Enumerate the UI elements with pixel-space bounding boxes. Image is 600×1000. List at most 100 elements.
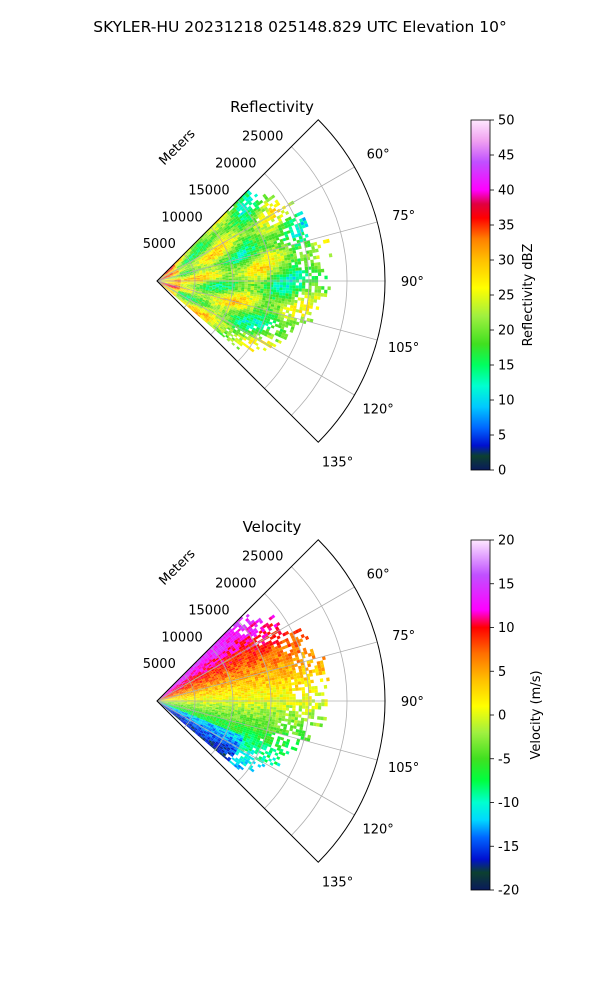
- reflectivity-data-cell: [177, 293, 180, 296]
- reflectivity-data-cell: [228, 212, 233, 217]
- velocity-data-cell: [197, 676, 201, 680]
- reflectivity-data-cell: [186, 275, 191, 277]
- velocity-data-cell: [319, 678, 324, 683]
- velocity-data-cell: [218, 679, 223, 682]
- velocity-data-cell: [212, 659, 217, 663]
- reflectivity-data-cell: [241, 198, 246, 203]
- reflectivity-data-cell: [193, 296, 197, 299]
- velocity-data-cell: [276, 635, 281, 640]
- velocity-data-cell: [237, 664, 242, 668]
- reflectivity-data-cell: [165, 287, 169, 290]
- reflectivity-data-cell: [170, 274, 174, 276]
- velocity-data-cell: [262, 686, 267, 689]
- reflectivity-data-cell: [208, 307, 213, 311]
- reflectivity-data-cell: [274, 323, 279, 328]
- velocity-data-cell: [257, 648, 262, 652]
- reflectivity-data-cell: [267, 226, 272, 230]
- reflectivity-data-cell: [251, 236, 256, 240]
- velocity-data-cell: [303, 680, 308, 684]
- reflectivity-data-cell: [164, 282, 168, 284]
- velocity-data-cell: [326, 677, 330, 682]
- reflectivity-data-cell: [243, 242, 248, 246]
- reflectivity-data-cell: [257, 233, 261, 238]
- reflectivity-data-cell: [179, 263, 183, 266]
- velocity-data-cell: [289, 673, 294, 677]
- reflectivity-data-cell: [221, 287, 226, 289]
- reflectivity-data-cell: [160, 283, 164, 286]
- reflectivity-data-cell: [299, 251, 304, 256]
- reflectivity-data-cell: [164, 283, 168, 286]
- velocity-data-cell: [247, 692, 251, 695]
- velocity-data-cell: [301, 664, 305, 669]
- reflectivity-data-cell: [180, 285, 184, 287]
- reflectivity-data-cell: [277, 300, 282, 304]
- reflectivity-data-cell: [268, 207, 273, 212]
- reflectivity-data-cell: [188, 255, 193, 258]
- reflectivity-data-cell: [255, 239, 260, 243]
- velocity-data-cell: [250, 691, 255, 695]
- reflectivity-data-cell: [249, 197, 254, 202]
- reflectivity-data-cell: [204, 302, 208, 306]
- reflectivity-data-cell: [190, 275, 194, 277]
- velocity-data-cell: [275, 648, 280, 653]
- velocity-data-cell: [311, 669, 316, 674]
- reflectivity-data-cell: [270, 224, 275, 229]
- reflectivity-data-cell: [206, 296, 211, 299]
- velocity-data-cell: [198, 679, 202, 682]
- velocity-data-cell: [294, 629, 300, 634]
- reflectivity-data-cell: [205, 269, 209, 272]
- velocity-data-cell: [206, 697, 210, 699]
- velocity-data-cell: [220, 686, 225, 689]
- reflectivity-data-cell: [291, 293, 296, 297]
- reflectivity-data-cell: [172, 288, 176, 290]
- reflectivity-data-cell: [183, 286, 187, 289]
- reflectivity-angular-tick-label: 120°: [362, 403, 393, 418]
- velocity-data-cell: [191, 667, 195, 671]
- reflectivity-data-cell: [244, 230, 249, 234]
- reflectivity-data-cell: [198, 241, 202, 245]
- velocity-data-cell: [314, 689, 318, 693]
- reflectivity-data-cell: [200, 296, 204, 299]
- reflectivity-data-cell: [212, 320, 216, 324]
- velocity-data-cell: [289, 696, 293, 700]
- reflectivity-data-cell: [181, 255, 184, 259]
- reflectivity-data-cell: [263, 272, 267, 276]
- reflectivity-data-cell: [244, 272, 248, 275]
- reflectivity-data-cell: [190, 284, 194, 286]
- reflectivity-data-cell: [201, 313, 206, 317]
- reflectivity-data-cell: [236, 340, 241, 345]
- reflectivity-data-cell: [187, 278, 191, 280]
- reflectivity-data-cell: [164, 282, 168, 283]
- reflectivity-data-cell: [235, 317, 240, 321]
- reflectivity-data-cell: [191, 248, 195, 252]
- reflectivity-data-cell: [275, 237, 280, 241]
- reflectivity-data-cell: [170, 275, 174, 278]
- velocity-data-cell: [243, 688, 248, 691]
- velocity-data-cell: [258, 650, 263, 654]
- reflectivity-data-cell: [277, 324, 282, 329]
- velocity-data-cell: [206, 681, 210, 684]
- velocity-data-cell: [195, 674, 199, 677]
- reflectivity-data-cell: [201, 245, 206, 249]
- reflectivity-data-cell: [235, 281, 239, 284]
- velocity-data-cell: [286, 674, 291, 678]
- reflectivity-data-cell: [244, 201, 249, 206]
- reflectivity-data-cell: [160, 275, 164, 279]
- velocity-data-cell: [173, 686, 177, 689]
- reflectivity-data-cell: [240, 265, 244, 268]
- velocity-data-cell: [240, 656, 245, 661]
- velocity-data-cell: [200, 683, 204, 686]
- reflectivity-data-cell: [183, 265, 188, 268]
- reflectivity-data-cell: [201, 266, 205, 269]
- reflectivity-data-cell: [289, 273, 293, 277]
- velocity-data-cell: [202, 661, 207, 665]
- reflectivity-radial-tick-label: 10000: [161, 210, 202, 225]
- velocity-data-cell: [239, 661, 244, 665]
- velocity-data-cell: [227, 659, 232, 663]
- reflectivity-data-cell: [212, 261, 217, 264]
- velocity-data-cell: [217, 675, 221, 678]
- reflectivity-data-cell: [235, 337, 239, 341]
- reflectivity-data-cell: [228, 324, 233, 328]
- reflectivity-data-cell: [259, 295, 263, 298]
- velocity-data-cell: [202, 692, 206, 694]
